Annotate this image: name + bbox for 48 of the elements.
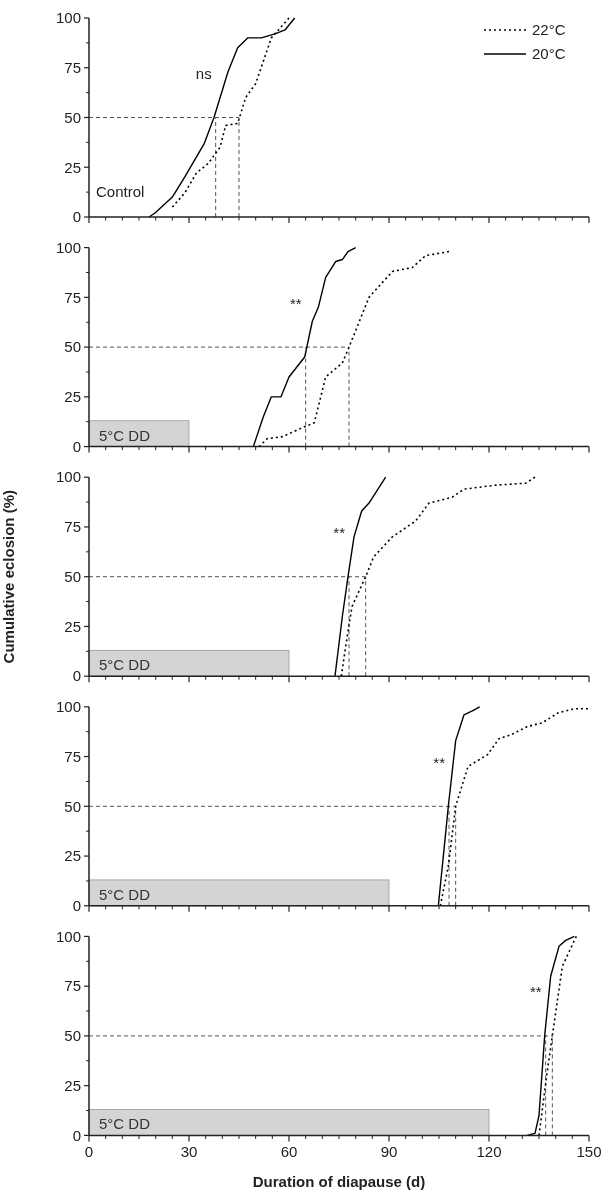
x-tick-label: 90 <box>380 1143 398 1161</box>
y-tick-label: 50 <box>64 1027 81 1045</box>
y-tick-label: 50 <box>64 567 81 585</box>
line-series <box>334 476 387 677</box>
line-series <box>148 17 296 218</box>
y-tick-label: 100 <box>55 468 81 486</box>
legend-label: 22°C <box>532 21 566 39</box>
y-tick-label: 25 <box>64 1076 81 1094</box>
y-tick-label: 0 <box>72 667 81 685</box>
band-label: 5°C DD <box>99 1115 151 1133</box>
y-tick-label: 75 <box>64 59 81 76</box>
y-tick-label: 0 <box>72 1126 81 1144</box>
y-tick-label: 75 <box>64 518 81 536</box>
x-tick-label: 60 <box>280 1143 298 1161</box>
x-tick-label: 150 <box>576 1143 602 1161</box>
y-tick-label: 0 <box>72 208 81 226</box>
legend-label: 20°C <box>532 45 566 63</box>
y-tick-label: 50 <box>64 338 81 356</box>
y-tick-label: 50 <box>64 797 81 815</box>
x-tick-label: 120 <box>476 1143 502 1161</box>
y-tick-label: 75 <box>64 288 81 306</box>
band-label: 5°C DD <box>99 426 151 444</box>
y-tick-label: 100 <box>55 927 81 945</box>
y-tick-label: 75 <box>64 977 81 995</box>
y-tick-label: 25 <box>64 617 81 635</box>
annotation: ** <box>289 294 302 312</box>
y-tick-label: 50 <box>64 108 81 126</box>
x-axis-title: Duration of diapause (d) <box>252 1173 426 1191</box>
x-tick-label: 0 <box>84 1143 94 1161</box>
annotation: ** <box>433 753 446 771</box>
y-tick-label: 25 <box>64 388 81 406</box>
y-tick-label: 25 <box>64 847 81 865</box>
y-tick-label: 25 <box>64 158 81 176</box>
y-tick-label: 75 <box>64 747 81 765</box>
band-label: 5°C DD <box>99 885 151 903</box>
annotation: Control <box>96 183 145 200</box>
y-tick-label: 0 <box>72 437 81 455</box>
annotation: ** <box>333 524 346 542</box>
annotation: ** <box>529 983 542 1001</box>
y-axis-title: Cumulative eclosion (%) <box>0 490 17 664</box>
y-tick-label: 100 <box>55 698 81 716</box>
y-tick-label: 100 <box>55 9 81 27</box>
y-tick-label: 100 <box>55 238 81 256</box>
y-tick-label: 0 <box>72 897 81 915</box>
line-series <box>252 246 357 448</box>
band-label: 5°C DD <box>99 656 151 674</box>
annotation: ns <box>195 64 212 82</box>
x-tick-label: 30 <box>180 1143 198 1161</box>
